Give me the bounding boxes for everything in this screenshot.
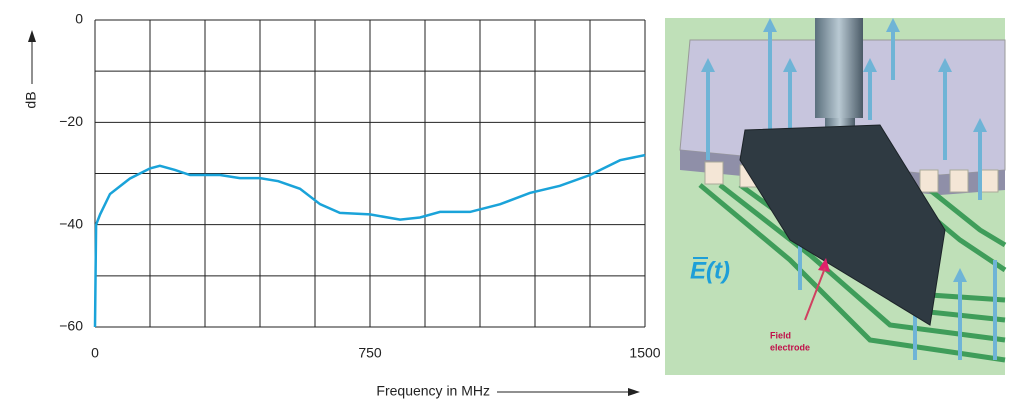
y-tick-label: −20 (59, 113, 83, 129)
x-axis-label: Frequency in MHz (376, 383, 490, 399)
field-label: E(t) (690, 257, 730, 284)
x-tick-label: 750 (358, 345, 382, 361)
y-tick-label: −40 (59, 215, 83, 231)
x-tick-label: 0 (91, 345, 99, 361)
pointer (804, 267, 826, 321)
electrode-label: electrode (770, 342, 810, 352)
y-tick-label: 0 (75, 11, 83, 27)
electrode-label: Field (770, 330, 791, 340)
y-tick-label: −60 (59, 318, 83, 334)
y-axis-arrowhead (28, 30, 36, 42)
arrow-heads (701, 18, 987, 302)
y-axis-label: dB (23, 91, 39, 108)
data-line (93, 153, 646, 328)
probe-shaft (815, 18, 863, 118)
pins (704, 161, 999, 193)
x-tick-label: 1500 (629, 345, 660, 361)
pointer-head (818, 258, 830, 272)
illustration: E(t) Field electrode (665, 18, 1007, 375)
x-axis-arrowhead (628, 388, 640, 396)
field-electrode (739, 124, 946, 326)
